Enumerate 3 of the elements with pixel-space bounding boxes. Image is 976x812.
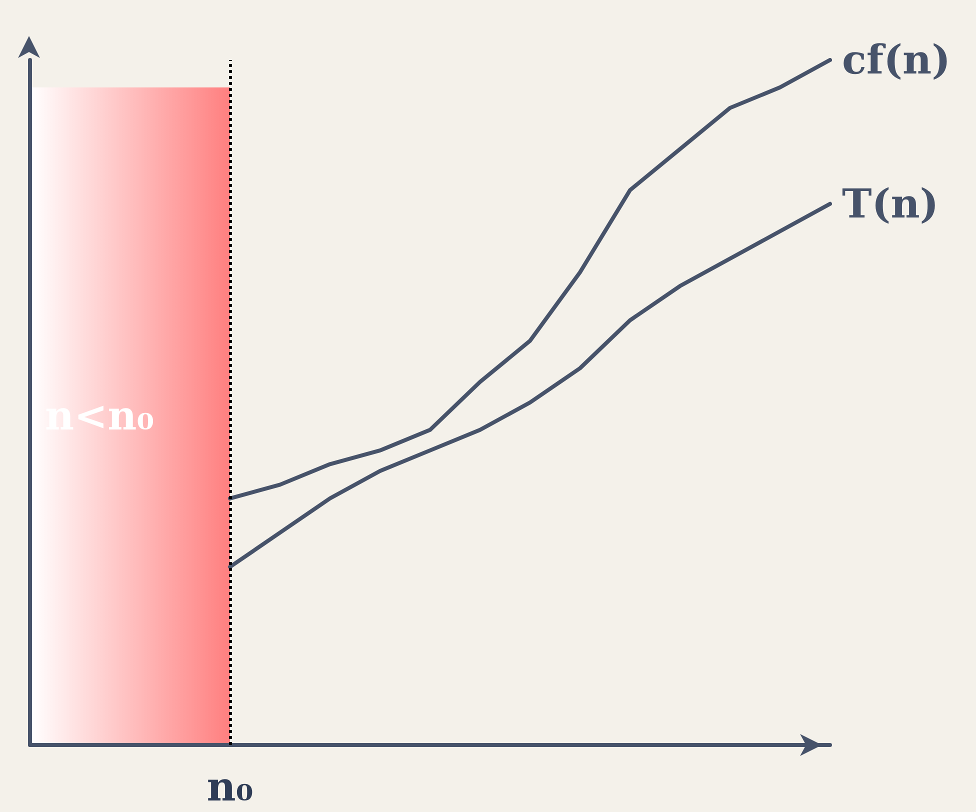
series-label: cf(n) [842,36,950,84]
text: n₀ [206,764,254,810]
series-label: T(n) [842,180,939,228]
